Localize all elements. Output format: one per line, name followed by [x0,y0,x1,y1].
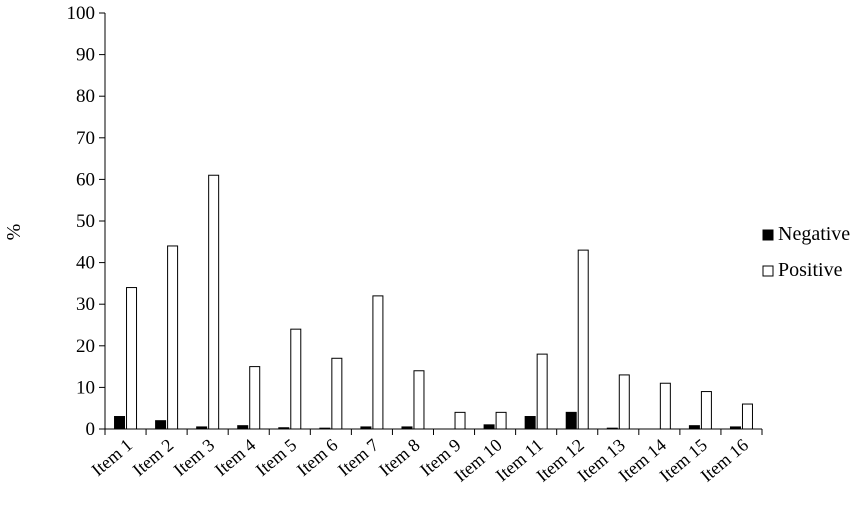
bar-positive [413,370,425,430]
x-tick-label: Item 2 [129,435,177,480]
legend: Negative Positive [762,223,850,281]
legend-swatch-negative [762,229,774,241]
bar-positive [741,403,753,430]
y-tick-label: 20 [76,336,95,357]
bar-positive [126,287,138,430]
bar-positive [331,357,343,430]
y-tick-label: 90 [76,45,95,66]
y-tick-label: 60 [76,169,95,190]
bar-positive [700,391,712,430]
x-tick-label: Item 4 [211,435,259,480]
x-tick-label: Item 3 [170,435,218,480]
bar-positive [577,249,589,430]
bar-positive [208,174,220,430]
bar-negative [155,420,167,430]
y-tick-label: 0 [86,419,96,440]
x-tick-label: Item 16 [697,435,752,486]
bar-positive [536,353,548,430]
bar-positive [249,366,261,430]
y-tick-label: 50 [76,211,95,232]
y-tick-label: 40 [76,253,95,274]
x-tick-label: Item 5 [252,435,300,480]
y-tick-label: 30 [76,294,95,315]
y-tick-label: 80 [76,86,95,107]
y-tick-label: 100 [67,3,96,24]
bar-positive [454,411,466,430]
bar-negative [565,411,577,430]
y-tick-label: 10 [76,377,95,398]
bar-negative [483,424,495,430]
x-tick-label: Item 6 [293,435,341,480]
x-tick-label: Item 1 [88,435,136,480]
bar-negative [524,416,536,430]
legend-swatch-positive [762,265,774,277]
bar-positive [167,245,179,430]
x-tick-label: Item 8 [375,435,423,480]
bar-positive [495,411,507,430]
x-tick-label: Item 10 [450,435,505,486]
bar-positive [618,374,630,430]
legend-label-positive: Positive [778,259,843,281]
bar-negative [114,416,126,430]
legend-label-negative: Negative [778,223,850,245]
y-axis: 0 10 20 30 40 50 60 70 80 90 100 [67,3,106,440]
y-tick-label: 70 [76,128,95,149]
bar-positive [659,382,671,430]
x-tick-label: Item 7 [334,435,382,480]
bar-positive [372,295,384,430]
bars [114,174,753,430]
y-axis-label: % [3,224,25,241]
bar-positive [290,328,302,430]
